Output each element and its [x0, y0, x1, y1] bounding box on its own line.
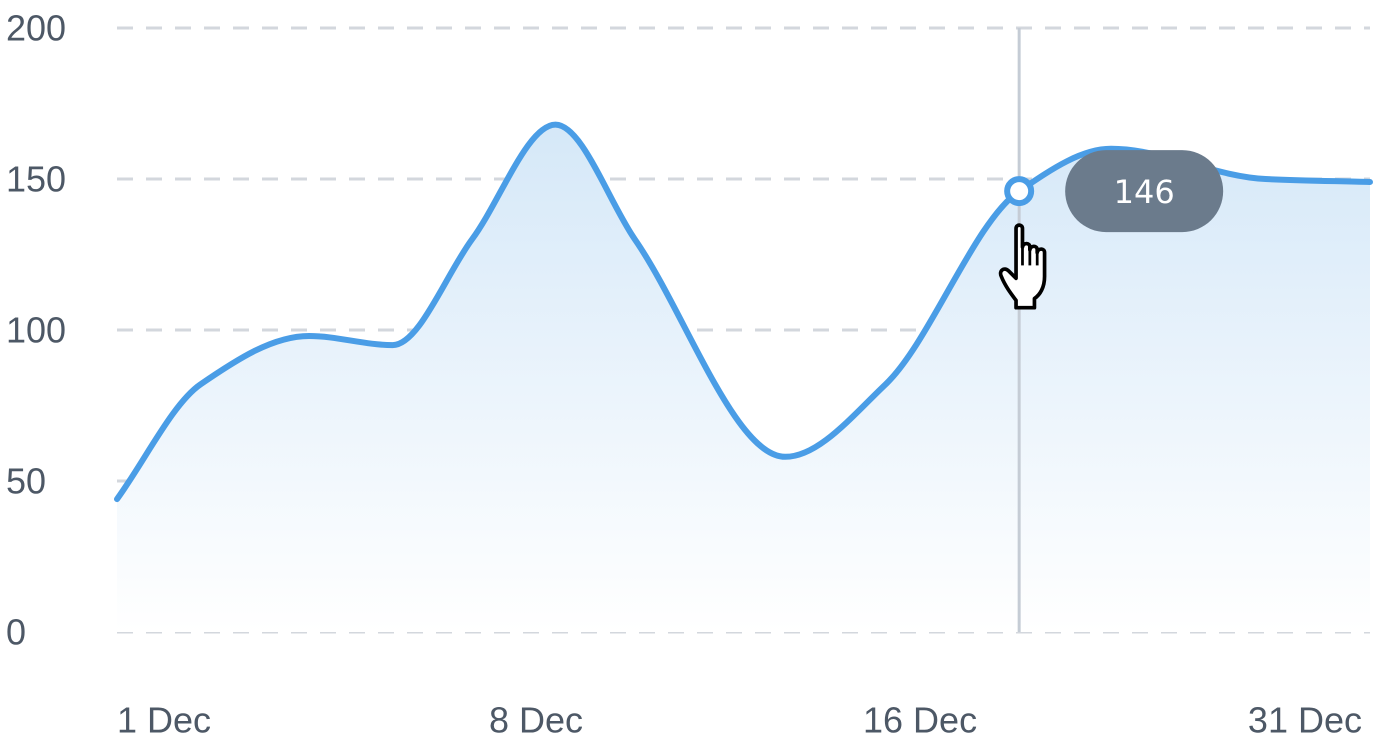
y-tick-label: 50	[6, 461, 46, 502]
y-tick-label: 150	[6, 159, 66, 200]
x-tick-label: 16 Dec	[863, 700, 977, 740]
x-tick-label: 8 Dec	[489, 700, 583, 740]
tooltip-value: 146	[1114, 173, 1175, 211]
hover-point[interactable]	[1004, 176, 1035, 207]
x-tick-label: 1 Dec	[117, 700, 211, 740]
x-axis-ticks: 1 Dec 8 Dec 16 Dec 31 Dec	[117, 700, 1362, 740]
y-tick-label: 0	[6, 612, 26, 653]
series-line	[114, 121, 1373, 503]
y-tick-label: 200	[6, 8, 66, 49]
y-tick-label: 100	[6, 310, 66, 351]
tooltip-background	[1065, 150, 1224, 233]
hover-tooltip: 146	[1065, 150, 1224, 233]
y-axis-ticks: 0 50 100 150 200	[6, 8, 66, 653]
hand-pointer-icon	[998, 223, 1047, 310]
x-tick-label: 31 Dec	[1248, 700, 1362, 740]
area-fill	[117, 124, 1370, 632]
